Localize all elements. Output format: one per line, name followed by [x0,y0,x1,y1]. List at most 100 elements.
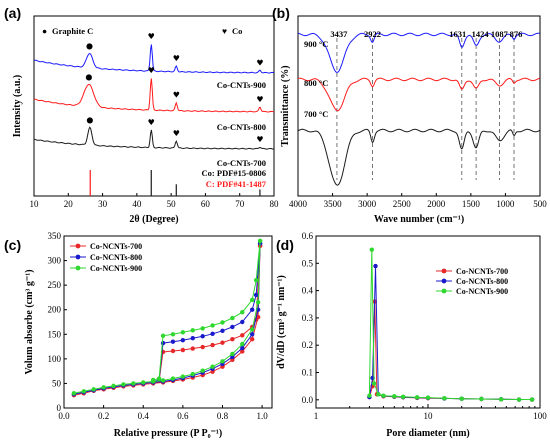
isotherm-des-point-0-8 [190,346,195,351]
psd-point-2-13 [516,397,522,402]
psd-point-2-3 [376,392,381,397]
isotherm-ads-point-2-10 [170,376,176,381]
xrd-peak-marker-1-1: ♥ [148,66,155,75]
isotherm-ads-point-1-18 [249,332,255,337]
ftir-line-0 [297,32,540,73]
panel-c-plot [71,238,263,398]
panel-b-xtick-label-0: 4000 [289,199,308,209]
psd-point-2-4 [381,393,386,398]
isotherm-des-point-2-2 [249,297,255,303]
xrd-peak-marker-0-1: ♥ [148,32,155,41]
panel-b-xtick-label-7: 500 [533,199,547,209]
panel-b-xtick-label-6: 1000 [496,199,515,209]
ref-label-c: C: PDF#41-1487 [206,179,267,189]
panel-c-xtick-label-0: 0.0 [58,411,70,421]
psd-point-2-10 [459,396,464,401]
panel-d-ytick-label-3: 0.3 [302,313,314,323]
isotherm-des-point-0-5 [220,340,225,345]
panel-a-legend: ● Graphite C ♥ Co [42,26,242,36]
legend-label-0: Co-NCNTs-700 [456,267,508,276]
xrd-peak-marker-2-3: ♥ [256,135,263,144]
legend-co-label: Co [232,26,242,36]
panel-d-axes: 1 10 100 0.0 0.1 0.2 0.3 0.4 0.5 0.6 [302,231,548,421]
panel-b-plot [297,32,540,186]
panel-d-xlabel: Pore diameter (nm) [386,428,470,439]
series-label-700: Co-CNTs-700 [217,158,266,168]
panel-b-xtick-label-3: 2500 [393,199,412,209]
isotherm-ads-point-2-4 [111,383,116,389]
isotherm-des-point-1-2 [249,307,255,312]
panel-b-axes: 4000 3500 3000 2500 2000 1500 1000 500 [289,193,547,209]
panel-b-annotations: 3437 2922 1631 1424 1087 876 [330,29,522,39]
panel-c: 0.0 0.2 0.4 0.6 0.8 1.0050100150200250300350 … [4,231,273,439]
panel-b-guides [336,38,515,180]
panel-a-xlabel: 2θ (Degree) [129,214,178,225]
isotherm-ads-point-2-0 [71,391,77,396]
isotherm-des-point-2-4 [230,315,235,321]
isotherm-des-point-1-11 [160,340,166,346]
psd-point-2-2 [371,381,377,386]
panel-d: 1 10 100 0.0 0.1 0.2 0.3 0.4 0.5 0.6 (d) Pore dia… [276,231,547,439]
panel-b-xtick-label-5: 1500 [462,199,481,209]
series-label-900: Co-CNTs-900 [217,80,266,90]
isotherm-ads-point-2-13 [200,368,205,373]
legend-marker-1 [441,278,447,284]
isotherm-ads-point-2-1 [81,389,87,394]
panel-a-xtick-label-5: 60 [201,199,211,209]
panel-c-xtick-label-3: 0.6 [177,411,189,421]
isotherm-des-point-1-3 [240,319,245,325]
isotherm-ads-point-2-16 [230,351,235,357]
xrd-peak-marker-1-2: ♥ [173,91,180,100]
psd-point-2-12 [498,397,504,402]
legend-graphite-label: Graphite C [52,26,93,36]
panel-c-xtick-label-1: 0.2 [98,411,109,421]
panel-d-ytick-label-2: 0.2 [302,340,313,350]
xrd-peak-marker-2-2: ♥ [173,129,180,138]
ftir-annotation-4: 1087 [491,29,509,39]
isotherm-des-point-1-9 [180,337,186,343]
ftir-annotation-5: 876 [510,29,523,39]
panel-a-xtick-label-2: 30 [98,199,108,209]
ftir-line-2 [297,128,540,186]
panel-c-frame [63,235,273,409]
isotherm-ads-point-2-9 [160,378,166,383]
legend-label-1: Co-NCNTs-800 [90,253,142,262]
psd-point-2-7 [414,395,420,400]
isotherm-des-point-0-3 [240,333,245,338]
legend-label-0: Co-NCNTs-700 [90,242,142,251]
ftir-annotation-0: 3437 [330,29,348,39]
panel-a-xtick-label-4: 50 [167,199,177,209]
isotherm-des-point-1-10 [170,339,176,344]
isotherm-des-point-1-7 [200,334,205,339]
panel-a-xtick-label-1: 20 [64,199,74,209]
xrd-peak-marker-0-0: ● [86,41,93,50]
isotherm-ads-point-2-3 [101,385,106,390]
xrd-peak-marker-1-0: ● [85,72,92,81]
psd-point-2-11 [479,396,484,402]
legend-marker-0 [75,243,81,249]
legend-label-2: Co-NCNTs-900 [90,264,142,273]
isotherm-des-point-2-5 [220,320,225,325]
isotherm-des-point-2-12 [156,376,162,381]
isotherm-ads-point-2-5 [121,382,126,387]
panel-a-frame [33,15,275,197]
psd-point-2-1 [369,247,375,252]
panel-c-ylabel: Volum absorbe (cm³ g⁻¹) [24,269,35,374]
legend-marker-2 [75,265,81,271]
panel-d-ytick-label-0: 0.0 [302,395,314,405]
panel-d-ylabel: dV/dD (cm³ g⁻¹ nm⁻¹) [276,275,287,369]
isotherm-des-line-2 [152,240,261,381]
isotherm-des-point-2-10 [170,332,176,337]
isotherm-des-point-0-4 [230,337,235,342]
isotherm-des-point-2-3 [240,309,245,315]
isotherm-des-point-0-7 [200,344,205,350]
panel-b-xlabel: Wave number (cm⁻¹) [374,214,464,225]
temp-label-800: 800 °C [304,78,328,88]
xrd-peak-marker-0-3: ♥ [256,58,263,67]
panel-c-ytick-label-0: 0 [57,403,62,413]
panel-c-xtick-label-5: 1.0 [256,411,268,421]
panel-a-label: (a) [4,5,21,21]
panel-c-xtick-label-4: 0.8 [217,411,229,421]
panel-b-xtick-label-4: 2000 [427,199,446,209]
isotherm-ads-point-2-19 [255,300,261,305]
